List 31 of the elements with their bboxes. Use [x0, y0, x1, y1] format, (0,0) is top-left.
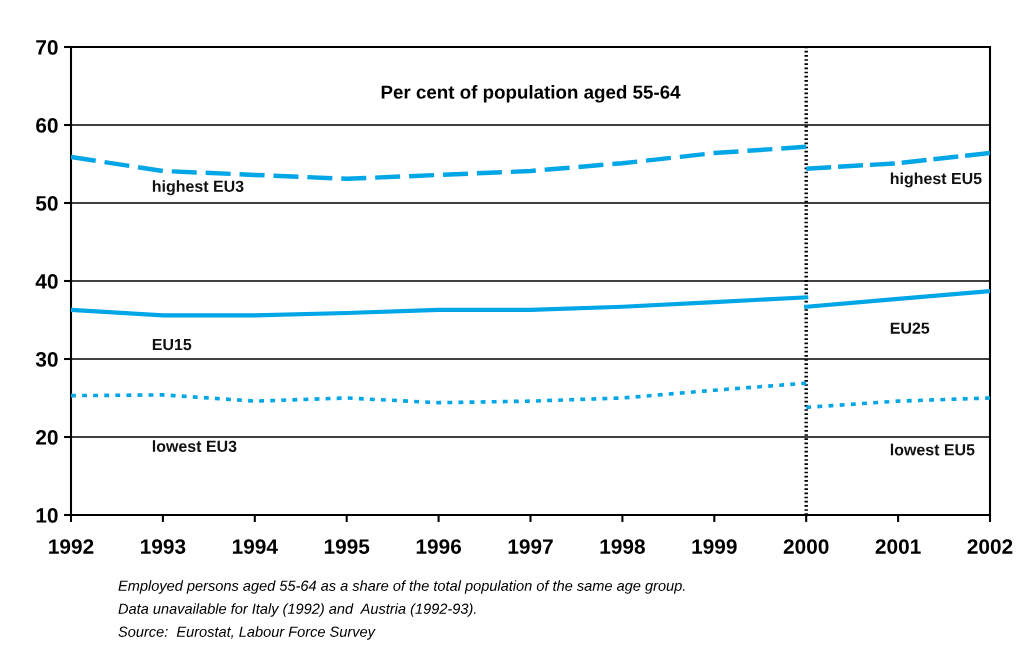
text: lowest EU3 [152, 440, 237, 452]
x-tick-label: 1993 [141, 539, 186, 554]
text: Employed persons aged 55-64 as a share of the total population of the same age group. [118, 580, 685, 594]
y-tick-label: 70 [36, 40, 58, 55]
series-label: EU15 [152, 339, 192, 351]
y-tick-label: 30 [35, 352, 58, 367]
y-tick-label: 50 [35, 196, 58, 211]
text: lowest EU5 [890, 443, 975, 456]
x-tick-label: 1997 [508, 539, 553, 554]
x-tick-label: 1994 [232, 539, 278, 554]
text: Per cent of population aged 55-64 [381, 85, 681, 103]
source-note: Source: Eurostat, Labour Force Survey [118, 626, 376, 640]
line-series [71, 144, 809, 182]
y-tick-label: 40 [35, 274, 58, 289]
series-label: EU25 [890, 322, 930, 334]
x-tick-label: 2001 [875, 539, 921, 554]
x-tick-label: 2002 [967, 539, 1013, 554]
series-label: highest EU3 [152, 180, 244, 196]
y-tick-label: 60 [36, 118, 58, 133]
x-tick-label: 2000 [783, 539, 829, 554]
y-tick-label: 10 [36, 508, 58, 523]
x-tick-label: 1995 [324, 539, 370, 554]
line-series [71, 295, 809, 318]
y-tick-label: 20 [36, 430, 58, 445]
x-tick-label: 1992 [49, 539, 94, 554]
x-tick-label: 1998 [600, 539, 645, 554]
x-tick-label: 1999 [692, 539, 737, 554]
series-label: highest EU5 [890, 172, 982, 188]
line-series [71, 381, 809, 405]
text: Data unavailable for Italy (1992) and Austria (1992-93). [118, 603, 476, 617]
x-tick-label: 1996 [416, 539, 462, 554]
